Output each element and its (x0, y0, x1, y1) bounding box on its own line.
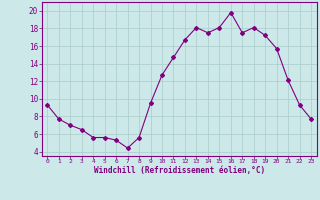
X-axis label: Windchill (Refroidissement éolien,°C): Windchill (Refroidissement éolien,°C) (94, 166, 265, 175)
